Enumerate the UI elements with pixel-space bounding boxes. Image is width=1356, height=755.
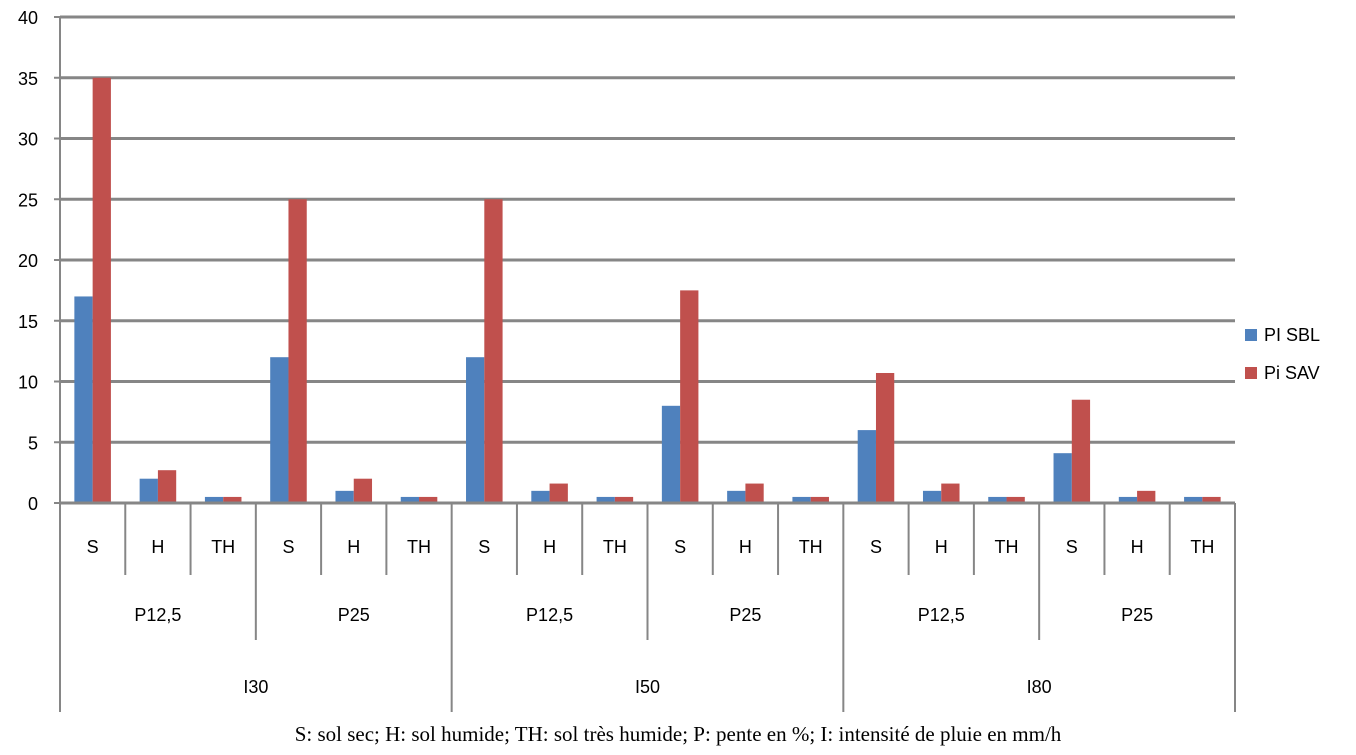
y-tick-label-20: 20: [18, 251, 38, 271]
soil-label-1: H: [151, 537, 164, 557]
y-tick-label-0: 0: [28, 494, 38, 514]
slope-label-0: P12,5: [134, 605, 181, 625]
legend: PI SBL Pi SAV: [1245, 325, 1320, 383]
bar-pi-sav-6: [484, 199, 503, 503]
bar-pi-sav-1: [157, 470, 177, 503]
y-tick-label-10: 10: [18, 373, 38, 393]
y-tick-label-40: 40: [18, 8, 38, 28]
bar-pi-sav-4: [353, 478, 373, 503]
legend-swatch-1: [1245, 367, 1257, 379]
soil-label-5: TH: [407, 537, 431, 557]
y-axis-ticks: 0 5 10 15 20 25 30 35 40: [18, 8, 60, 514]
slope-label-1: P25: [338, 605, 370, 625]
soil-label-15: S: [1066, 537, 1078, 557]
slope-label-5: P25: [1121, 605, 1153, 625]
legend-label-1: Pi SAV: [1264, 363, 1320, 383]
bar-pi-sbl-0: [74, 296, 93, 503]
bar-pi-sav-17: [1202, 496, 1221, 503]
bar-pi-sav-7: [549, 483, 568, 503]
y-tick-label-35: 35: [18, 69, 38, 89]
bar-pi-sav-12: [875, 372, 895, 503]
figure-caption: S: sol sec; H: sol humide; TH: sol très …: [294, 722, 1062, 746]
bar-pi-sbl-11: [792, 496, 811, 503]
soil-label-14: TH: [995, 537, 1019, 557]
slope-label-4: P12,5: [918, 605, 965, 625]
bar-pi-sav-3: [288, 199, 307, 503]
bar-pi-sbl-17: [1184, 496, 1203, 503]
soil-label-12: S: [870, 537, 882, 557]
bar-pi-sav-11: [810, 496, 829, 503]
bar-pi-sbl-7: [531, 490, 550, 503]
y-tick-label-5: 5: [28, 433, 38, 453]
intensity-label-1: I50: [635, 677, 660, 697]
soil-label-3: S: [282, 537, 294, 557]
category-labels: S H TH S H TH S H TH S H TH S H TH S H TH I30 P12,5 P25 I50 P1…: [87, 503, 1236, 712]
bars: [74, 77, 1221, 503]
y-tick-label-25: 25: [18, 190, 38, 210]
bar-pi-sav-5: [419, 496, 438, 503]
soil-label-6: S: [478, 537, 490, 557]
soil-label-2: TH: [211, 537, 235, 557]
bar-pi-sav-9: [680, 290, 699, 503]
bar-pi-sav-16: [1137, 490, 1156, 503]
bar-pi-sbl-2: [204, 496, 224, 503]
y-tick-label-15: 15: [18, 312, 38, 332]
bar-pi-sav-8: [614, 496, 634, 503]
bar-pi-sbl-12: [857, 430, 876, 503]
intensity-label-2: I80: [1027, 677, 1052, 697]
soil-label-9: S: [674, 537, 686, 557]
soil-label-16: H: [1131, 537, 1144, 557]
slope-label-3: P25: [729, 605, 761, 625]
soil-label-0: S: [87, 537, 99, 557]
bar-pi-sbl-5: [400, 496, 420, 503]
bar-pi-sav-14: [1006, 496, 1025, 503]
bar-pi-sbl-8: [596, 496, 615, 503]
bar-pi-sbl-15: [1053, 453, 1072, 503]
legend-swatch-0: [1245, 329, 1257, 341]
y-tick-label-30: 30: [18, 130, 38, 150]
gridlines: [60, 15, 1235, 444]
soil-label-7: H: [543, 537, 556, 557]
legend-label-0: PI SBL: [1264, 325, 1320, 345]
bar-pi-sbl-6: [466, 357, 485, 503]
soil-label-13: H: [935, 537, 948, 557]
soil-label-17: TH: [1190, 537, 1214, 557]
bar-pi-sbl-1: [139, 478, 158, 503]
bar-pi-sbl-14: [988, 496, 1007, 503]
bar-pi-sbl-16: [1118, 496, 1138, 503]
soil-label-10: H: [739, 537, 752, 557]
bar-pi-sav-0: [92, 77, 111, 503]
bar-chart: 0 5 10 15 20 25 30 35 40 S H TH S H TH S H TH S H TH S H TH S H T…: [18, 8, 1320, 712]
bar-pi-sav-13: [941, 483, 960, 503]
bar-pi-sbl-9: [661, 405, 681, 503]
bar-pi-sav-2: [223, 496, 242, 503]
bar-pi-sav-10: [745, 483, 764, 503]
soil-label-11: TH: [799, 537, 823, 557]
bar-pi-sbl-10: [727, 490, 746, 503]
soil-label-4: H: [347, 537, 360, 557]
bar-pi-sbl-3: [270, 357, 289, 503]
slope-label-2: P12,5: [526, 605, 573, 625]
intensity-label-0: I30: [243, 677, 268, 697]
soil-label-8: TH: [603, 537, 627, 557]
bar-pi-sbl-4: [335, 490, 354, 503]
bar-pi-sbl-13: [922, 490, 942, 503]
bar-pi-sav-15: [1071, 399, 1091, 503]
